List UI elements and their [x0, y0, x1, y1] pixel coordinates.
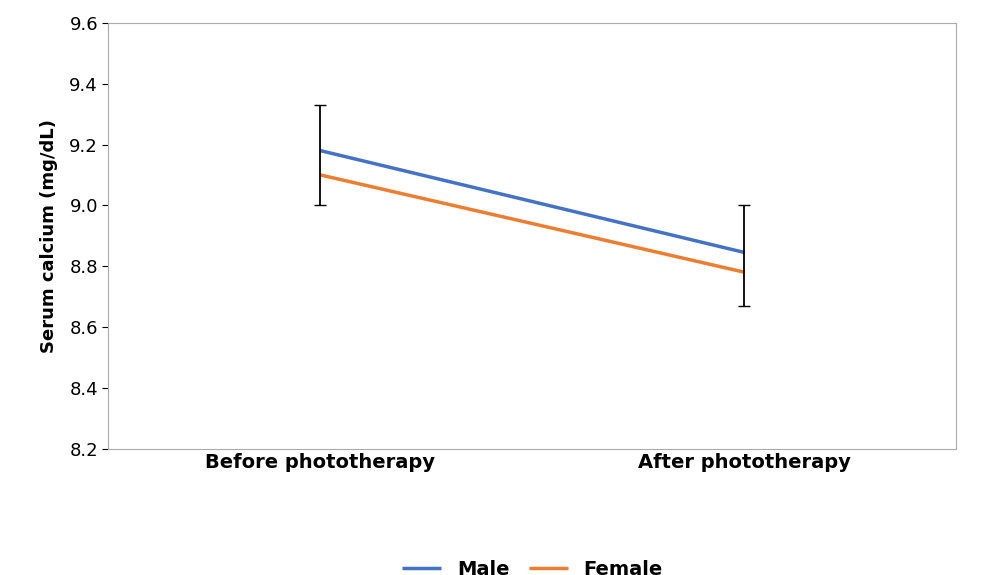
Line: Female: Female — [320, 175, 744, 272]
Female — [315, 171, 326, 178]
Female — [739, 269, 750, 275]
Male — [315, 147, 326, 154]
Y-axis label: Serum calcium (mg/dL): Serum calcium (mg/dL) — [40, 119, 58, 352]
Legend: Male, Female: Male, Female — [394, 552, 670, 575]
Male — [739, 249, 750, 256]
Line: Male: Male — [320, 151, 744, 252]
